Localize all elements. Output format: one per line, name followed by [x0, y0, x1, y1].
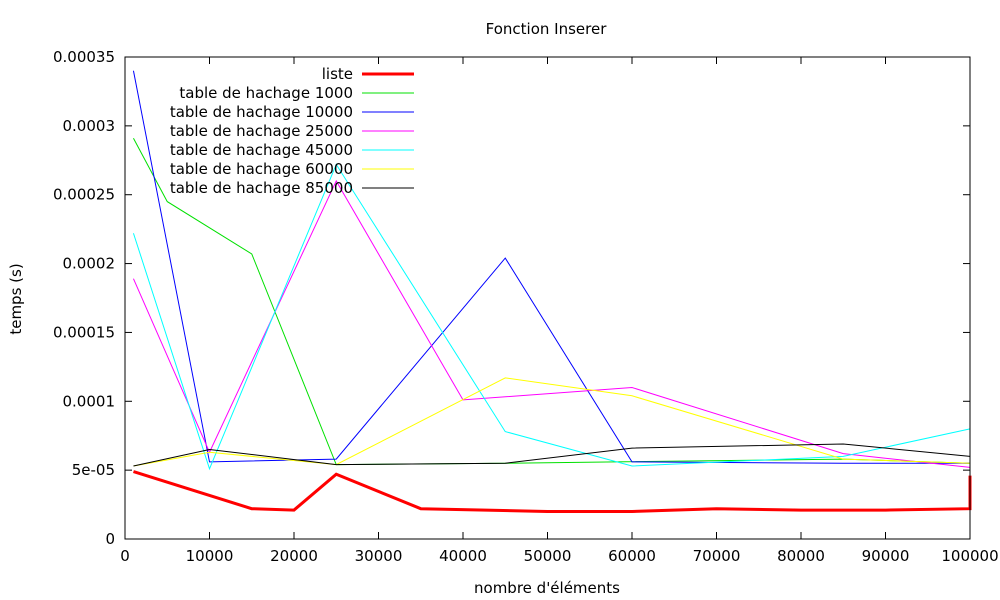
legend-label: table de hachage 85000 — [170, 179, 353, 197]
series-line-table-de-hachage-25000 — [132, 179, 971, 468]
x-tick-label: 100000 — [941, 547, 998, 565]
x-tick-label: 0 — [120, 547, 130, 565]
x-tick-label: 60000 — [608, 547, 656, 565]
series-line-table-de-hachage-10000 — [132, 70, 970, 464]
y-tick-label: 0 — [105, 530, 115, 548]
x-tick-label: 70000 — [693, 547, 741, 565]
x-tick-label: 90000 — [862, 547, 910, 565]
y-tick-label: 0.0001 — [63, 392, 116, 410]
plot-frame — [124, 56, 971, 540]
x-tick-label: 80000 — [777, 547, 825, 565]
y-tick-label: 0.00035 — [53, 48, 115, 66]
legend-label: table de hachage 10000 — [170, 103, 353, 121]
legend-label: table de hachage 25000 — [170, 122, 353, 140]
legend-label: table de hachage 60000 — [170, 160, 353, 178]
x-tick-label: 50000 — [524, 547, 572, 565]
y-tick-label: 0.0002 — [63, 255, 116, 273]
y-tick-label: 0.0003 — [63, 117, 116, 135]
series-lines — [132, 70, 972, 513]
legend-label: table de hachage 45000 — [170, 141, 353, 159]
series-line-table-de-hachage-85000 — [133, 443, 971, 467]
x-tick-label: 30000 — [355, 547, 403, 565]
x-axis-label: nombre d'éléments — [474, 579, 620, 597]
y-axis-label: temps (s) — [7, 263, 25, 334]
legend-label: table de hachage 1000 — [179, 84, 353, 102]
y-tick-label: 0.00015 — [53, 323, 115, 341]
series-line-liste — [133, 470, 972, 513]
x-tick-label: 10000 — [186, 547, 234, 565]
y-tick-label: 0.00025 — [53, 186, 115, 204]
x-tick-label: 40000 — [439, 547, 487, 565]
x-tick-label: 20000 — [270, 547, 318, 565]
series-line-table-de-hachage-60000 — [133, 377, 971, 467]
series-line-table-de-hachage-45000 — [132, 163, 971, 471]
axis-ticks: 0 10000 20000 30000 40000 50000 60000 70000 8000… — [53, 48, 999, 565]
chart-title: Fonction Inserer — [486, 20, 608, 38]
legend-label: liste — [322, 65, 353, 83]
y-tick-label: 5e-05 — [72, 461, 115, 479]
